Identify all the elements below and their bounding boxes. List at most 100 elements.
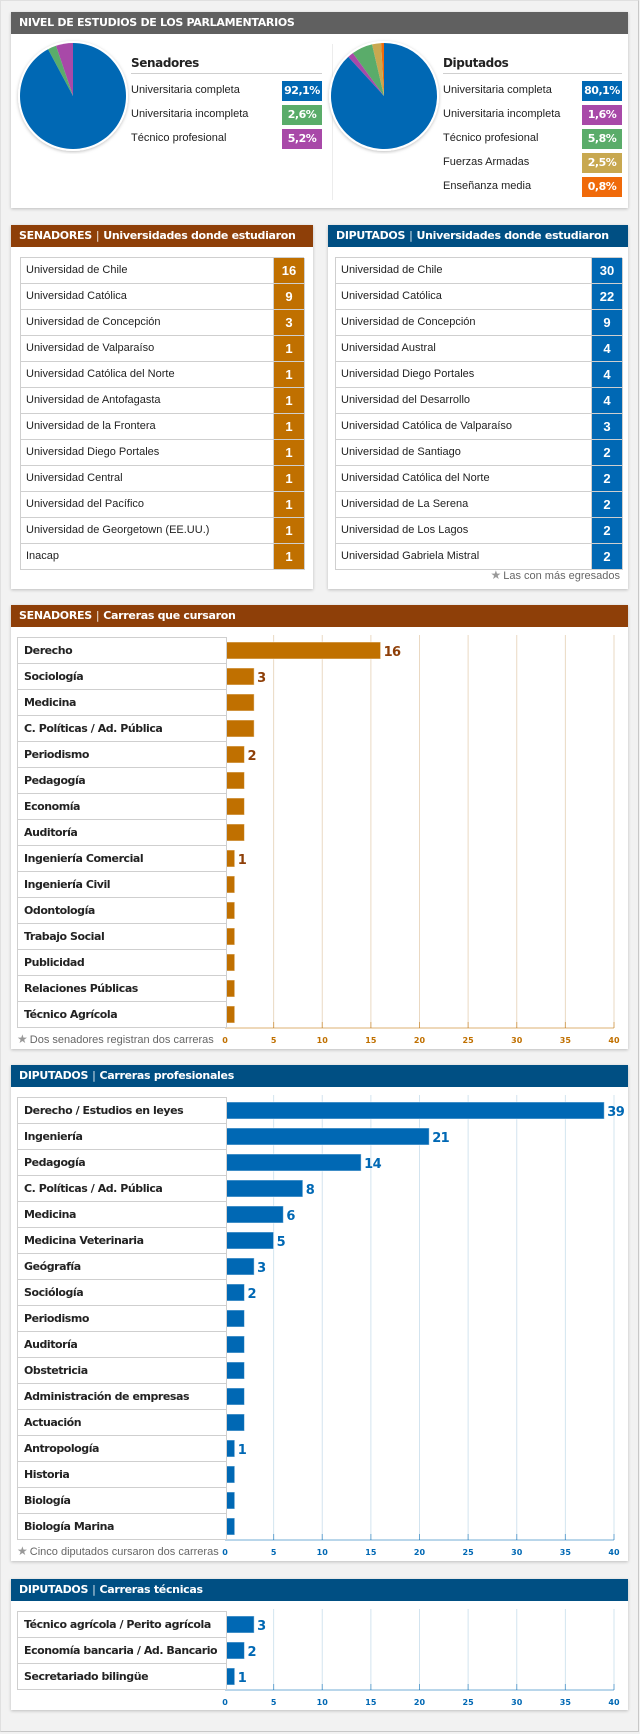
category-label: Ingeniería Civil bbox=[18, 872, 227, 898]
x-tick-label: 0 bbox=[222, 1548, 228, 1557]
university-name: Universidad de Antofagasta bbox=[21, 388, 274, 413]
bar-data-label: 3 bbox=[257, 1261, 266, 1276]
legend-value-badge: 80,1% bbox=[582, 81, 622, 101]
bar-data-label: 5 bbox=[277, 1235, 286, 1250]
bar bbox=[224, 1413, 245, 1432]
x-tick-label: 5 bbox=[271, 1698, 277, 1707]
pie-slice-universitaria-completa bbox=[20, 43, 127, 149]
diputados-legend: Diputados Universitaria completa 80,1% Uni… bbox=[443, 56, 622, 200]
university-name: Universidad de La Serena bbox=[336, 492, 592, 517]
header-separator: | bbox=[95, 609, 100, 622]
header-separator: | bbox=[92, 1069, 96, 1082]
bar-data-label: 21 bbox=[432, 1131, 449, 1146]
star-icon: ★ bbox=[17, 1032, 28, 1046]
bar bbox=[224, 1309, 245, 1328]
bar-data-label: 1 bbox=[238, 1671, 247, 1686]
university-count: 4 bbox=[592, 362, 623, 387]
university-count: 1 bbox=[274, 336, 305, 361]
university-count: 3 bbox=[592, 414, 623, 439]
x-tick-label: 30 bbox=[511, 1698, 523, 1707]
legend-label: Universitaria completa bbox=[131, 84, 240, 96]
bar-data-label: 2 bbox=[247, 1645, 255, 1660]
x-tick-label: 40 bbox=[608, 1036, 620, 1045]
x-tick-label: 5 bbox=[271, 1036, 277, 1045]
diputados-universities-header: DIPUTADOS | Universidades donde estudiaron bbox=[328, 225, 628, 247]
header-title: Carreras profesionales bbox=[99, 1069, 235, 1082]
bar bbox=[224, 1615, 255, 1634]
x-tick-label: 10 bbox=[317, 1548, 329, 1557]
bar bbox=[224, 1205, 284, 1224]
chart-footnote: ★ Cinco diputados cursaron dos carreras bbox=[17, 1544, 219, 1558]
university-count: 3 bbox=[274, 310, 305, 335]
bar bbox=[224, 719, 255, 738]
university-name: Universidad del Desarrollo bbox=[336, 388, 592, 413]
university-count: 30 bbox=[592, 258, 623, 283]
x-tick-label: 15 bbox=[365, 1036, 377, 1045]
category-label: Economía bbox=[18, 794, 227, 820]
header-title: Carreras que cursaron bbox=[103, 609, 236, 622]
bar-data-label: 3 bbox=[257, 1619, 266, 1634]
x-tick-label: 30 bbox=[511, 1036, 523, 1045]
university-row: Universidad Católica del Norte 1 bbox=[21, 362, 305, 388]
university-count: 2 bbox=[592, 544, 623, 569]
legend-row: Enseñanza media 0,8% bbox=[443, 176, 622, 200]
category-label: Sociólogía bbox=[18, 1280, 227, 1306]
bar bbox=[224, 1179, 304, 1198]
star-icon: ★ bbox=[17, 1544, 28, 1558]
legend-label: Técnico profesional bbox=[443, 132, 539, 144]
header-prefix: DIPUTADOS bbox=[19, 1069, 89, 1082]
x-tick-label: 35 bbox=[560, 1698, 572, 1707]
header-separator: | bbox=[95, 229, 100, 242]
university-count: 1 bbox=[274, 414, 305, 439]
university-count: 22 bbox=[592, 284, 623, 309]
diputados-careers-card: DIPUTADOS | Carreras profesionales 39 21 14 8… bbox=[11, 1065, 628, 1561]
x-tick-label: 40 bbox=[608, 1698, 620, 1707]
header-title: Universidades donde estudiaron bbox=[416, 229, 610, 242]
university-count: 1 bbox=[274, 440, 305, 465]
bar bbox=[224, 1335, 245, 1354]
category-label: Ingeniería Comercial bbox=[18, 846, 227, 872]
bar bbox=[224, 1153, 362, 1172]
x-tick-label: 35 bbox=[560, 1548, 572, 1557]
university-name: Universidad de Chile bbox=[336, 258, 592, 283]
category-label: Trabajo Social bbox=[18, 924, 227, 950]
pie-slice-fuerzas-armadas bbox=[372, 43, 384, 96]
category-label: Técnico Agrícola bbox=[18, 1002, 227, 1028]
university-row: Universidad de Antofagasta 1 bbox=[21, 388, 305, 414]
legend-label: Técnico profesional bbox=[131, 132, 227, 144]
university-name: Universidad de Los Lagos bbox=[336, 518, 592, 543]
university-row: Universidad Austral 4 bbox=[336, 336, 623, 362]
diputados-universities-footnote: ★ Las con más egresados bbox=[490, 568, 620, 582]
x-tick-label: 20 bbox=[414, 1548, 426, 1557]
legend-value-badge: 5,8% bbox=[582, 129, 622, 149]
university-count: 2 bbox=[592, 466, 623, 491]
university-row: Inacap 1 bbox=[21, 544, 305, 570]
legend-value-badge: 5,2% bbox=[282, 129, 322, 149]
university-count: 2 bbox=[592, 518, 623, 543]
university-name: Universidad Central bbox=[21, 466, 274, 491]
chart-footnote: ★ Dos senadores registran dos carreras bbox=[17, 1032, 214, 1046]
header-prefix: SENADORES bbox=[19, 229, 92, 242]
x-tick-label: 35 bbox=[560, 1036, 572, 1045]
university-name: Universidad Diego Portales bbox=[21, 440, 274, 465]
university-row: Universidad Diego Portales 1 bbox=[21, 440, 305, 466]
university-row: Universidad Católica 22 bbox=[336, 284, 623, 310]
header-separator: | bbox=[409, 229, 413, 242]
university-row: Universidad Diego Portales 4 bbox=[336, 362, 623, 388]
university-name: Universidad Católica bbox=[21, 284, 274, 309]
legend-row: Técnico profesional 5,8% bbox=[443, 128, 622, 152]
university-count: 1 bbox=[274, 544, 305, 569]
diputados-universities-table: Universidad de Chile 30 Universidad Católi… bbox=[335, 257, 623, 570]
category-label: C. Políticas / Ad. Pública bbox=[18, 1176, 227, 1202]
university-row: Universidad de Valparaíso 1 bbox=[21, 336, 305, 362]
pie-slice-ensenanza-media bbox=[381, 43, 384, 96]
senadores-legend-title: Senadores bbox=[131, 56, 322, 74]
bar-data-label: 39 bbox=[607, 1105, 624, 1120]
category-label-column: Derecho / Estudios en leyes Ingeniería Ped… bbox=[17, 1097, 227, 1540]
university-name: Universidad de Santiago bbox=[336, 440, 592, 465]
category-label: Técnico agrícola / Perito agrícola bbox=[18, 1612, 227, 1638]
bar bbox=[224, 1101, 605, 1120]
x-tick-label: 20 bbox=[414, 1698, 426, 1707]
bar bbox=[224, 1257, 255, 1276]
